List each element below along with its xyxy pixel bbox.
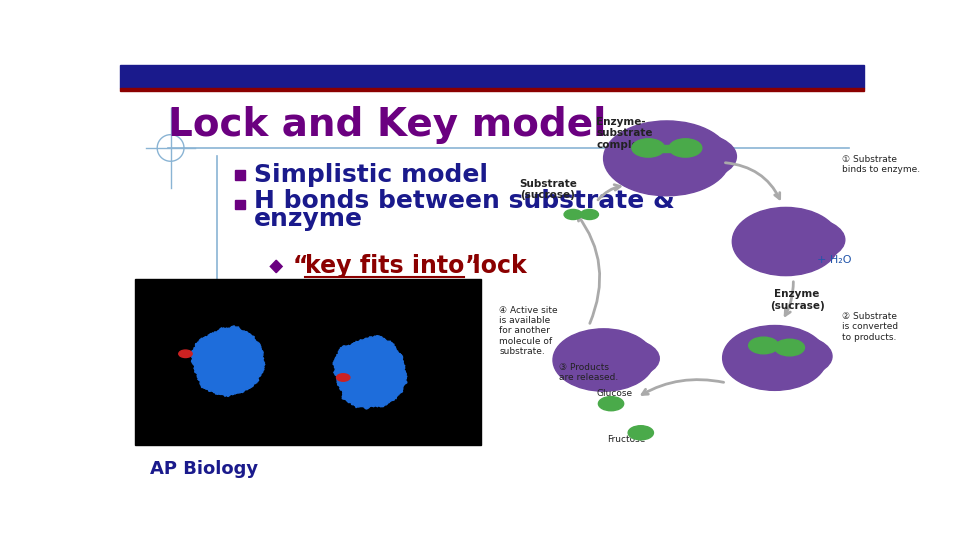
- Bar: [134, 279, 481, 446]
- Ellipse shape: [754, 335, 832, 377]
- Bar: [235, 200, 245, 209]
- Circle shape: [632, 139, 664, 157]
- Circle shape: [628, 426, 654, 440]
- Polygon shape: [333, 336, 407, 409]
- Ellipse shape: [723, 326, 827, 390]
- Circle shape: [669, 139, 702, 157]
- Text: + H₂O: + H₂O: [817, 255, 852, 265]
- Bar: [120, 87, 864, 91]
- Ellipse shape: [641, 132, 736, 181]
- Polygon shape: [271, 260, 282, 273]
- Bar: [120, 65, 864, 87]
- Text: ”: ”: [465, 254, 480, 279]
- Text: key fits into lock: key fits into lock: [304, 254, 526, 279]
- Text: AP Biology: AP Biology: [150, 460, 258, 478]
- Ellipse shape: [764, 218, 845, 262]
- Ellipse shape: [604, 121, 731, 196]
- Text: Simplistic model: Simplistic model: [253, 163, 488, 187]
- Ellipse shape: [584, 338, 660, 379]
- Text: enzyme: enzyme: [253, 207, 363, 231]
- Bar: [648, 145, 685, 152]
- Text: Enzyme-
substrate
complex: Enzyme- substrate complex: [596, 117, 653, 150]
- Circle shape: [179, 350, 192, 357]
- Circle shape: [775, 339, 804, 356]
- Circle shape: [581, 210, 598, 220]
- Ellipse shape: [553, 329, 654, 391]
- Ellipse shape: [732, 207, 839, 275]
- Circle shape: [337, 374, 349, 381]
- Bar: [573, 213, 589, 215]
- Circle shape: [564, 210, 582, 220]
- Text: Substrate
(sucrose): Substrate (sucrose): [518, 179, 577, 200]
- Text: ① Substrate
binds to enzyme.: ① Substrate binds to enzyme.: [842, 155, 920, 174]
- Text: Glucose: Glucose: [596, 389, 633, 398]
- Text: Fructose: Fructose: [607, 435, 645, 443]
- Text: Enzyme
(sucrase): Enzyme (sucrase): [770, 289, 825, 310]
- Text: “: “: [293, 254, 308, 279]
- Text: ② Substrate
is converted
to products.: ② Substrate is converted to products.: [842, 312, 898, 342]
- Bar: [235, 171, 245, 180]
- Text: ③ Products
are released.: ③ Products are released.: [559, 363, 618, 382]
- Polygon shape: [191, 326, 265, 396]
- Text: Lock and Key model: Lock and Key model: [168, 106, 607, 144]
- Circle shape: [749, 337, 779, 354]
- Circle shape: [598, 396, 624, 411]
- Text: ④ Active site
is available
for another
molecule of
substrate.: ④ Active site is available for another m…: [499, 306, 558, 356]
- Text: H bonds between substrate &: H bonds between substrate &: [253, 189, 675, 213]
